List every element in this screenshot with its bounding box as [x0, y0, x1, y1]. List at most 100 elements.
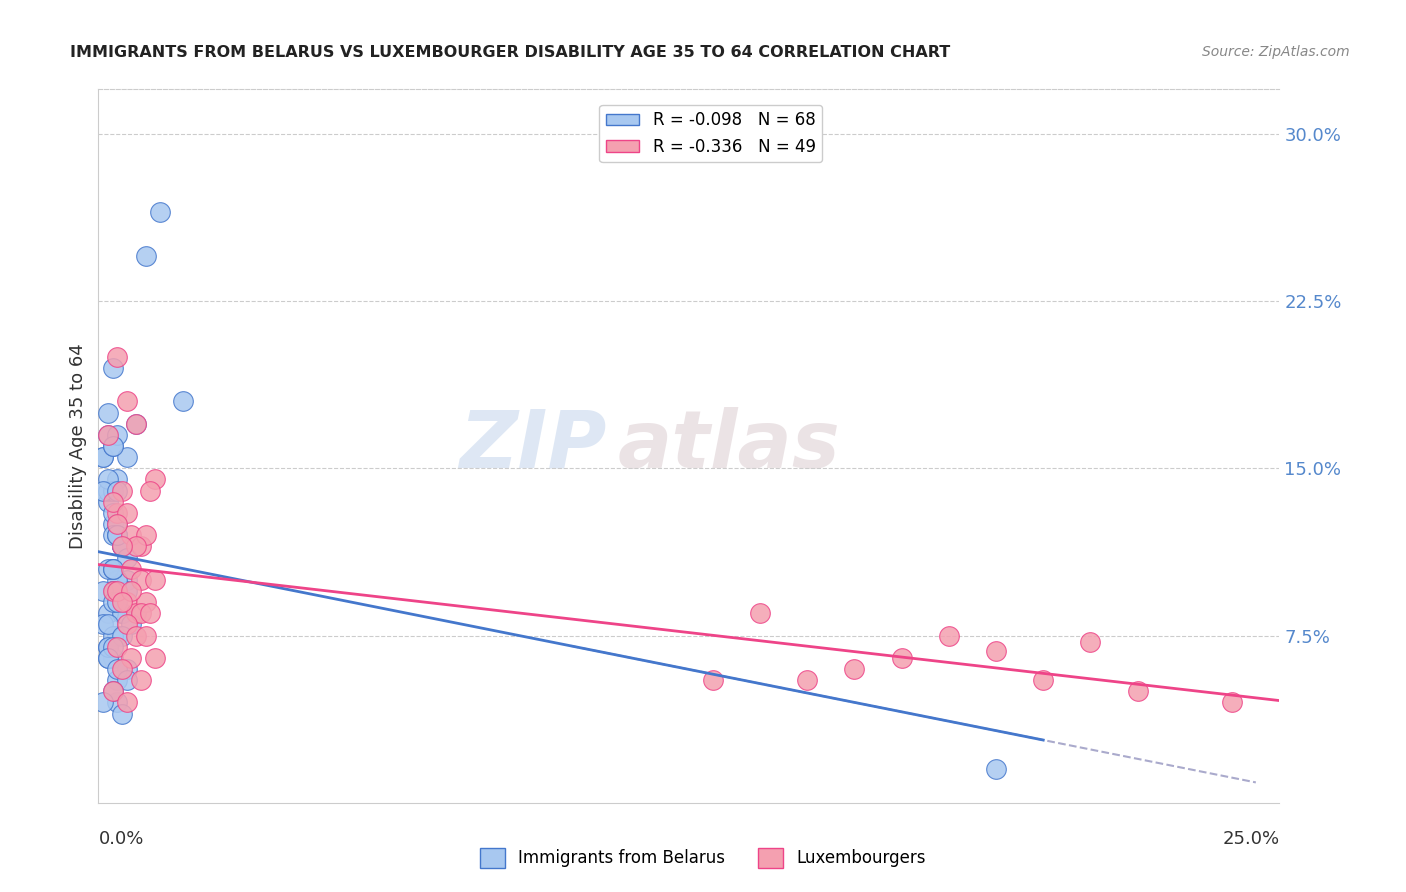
- Point: [101, 628, 124, 642]
- Point: [101, 583, 124, 598]
- Point: [97, 427, 120, 442]
- Point: [111, 595, 134, 609]
- Point: [984, 644, 1007, 658]
- Point: [101, 583, 124, 598]
- Point: [101, 439, 124, 453]
- Point: [111, 706, 134, 721]
- Point: [111, 662, 134, 676]
- Point: [121, 583, 143, 598]
- Text: Source: ZipAtlas.com: Source: ZipAtlas.com: [1202, 45, 1350, 59]
- Point: [105, 517, 128, 532]
- Point: [97, 483, 120, 498]
- Point: [91, 450, 114, 465]
- Point: [125, 417, 148, 431]
- Point: [115, 673, 138, 687]
- Point: [97, 617, 120, 632]
- Point: [143, 473, 166, 487]
- Point: [111, 539, 134, 553]
- Point: [115, 550, 138, 565]
- Text: atlas: atlas: [619, 407, 841, 485]
- Point: [135, 628, 157, 642]
- Point: [101, 360, 124, 375]
- Point: [115, 573, 138, 587]
- Point: [105, 583, 128, 598]
- Point: [101, 562, 124, 576]
- Point: [121, 562, 143, 576]
- Point: [1220, 696, 1243, 710]
- Point: [125, 417, 148, 431]
- Text: ZIP: ZIP: [458, 407, 606, 485]
- Point: [105, 595, 128, 609]
- Point: [135, 595, 157, 609]
- Point: [101, 506, 124, 520]
- Point: [111, 607, 134, 621]
- Point: [105, 350, 128, 364]
- Point: [101, 583, 124, 598]
- Text: IMMIGRANTS FROM BELARUS VS LUXEMBOURGER DISABILITY AGE 35 TO 64 CORRELATION CHAR: IMMIGRANTS FROM BELARUS VS LUXEMBOURGER …: [70, 45, 950, 60]
- Text: 25.0%: 25.0%: [1222, 830, 1279, 847]
- Point: [105, 528, 128, 542]
- Point: [844, 662, 866, 676]
- Point: [796, 673, 818, 687]
- Point: [105, 528, 128, 542]
- Point: [111, 607, 134, 621]
- Point: [105, 573, 128, 587]
- Point: [121, 651, 143, 665]
- Point: [111, 483, 134, 498]
- Point: [105, 506, 128, 520]
- Legend: R = -0.098   N = 68, R = -0.336   N = 49: R = -0.098 N = 68, R = -0.336 N = 49: [599, 104, 823, 162]
- Point: [111, 539, 134, 553]
- Point: [115, 595, 138, 609]
- Point: [97, 651, 120, 665]
- Point: [105, 473, 128, 487]
- Point: [91, 617, 114, 632]
- Point: [97, 640, 120, 654]
- Point: [97, 651, 120, 665]
- Point: [111, 628, 134, 642]
- Point: [111, 539, 134, 553]
- Point: [115, 450, 138, 465]
- Point: [101, 494, 124, 508]
- Point: [105, 640, 128, 654]
- Point: [139, 483, 162, 498]
- Point: [115, 583, 138, 598]
- Point: [105, 427, 128, 442]
- Point: [105, 483, 128, 498]
- Point: [91, 696, 114, 710]
- Point: [105, 673, 128, 687]
- Point: [129, 607, 152, 621]
- Point: [115, 506, 138, 520]
- Point: [129, 673, 152, 687]
- Point: [149, 204, 172, 219]
- Point: [125, 539, 148, 553]
- Point: [97, 405, 120, 420]
- Point: [101, 651, 124, 665]
- Point: [143, 573, 166, 587]
- Point: [115, 394, 138, 409]
- Point: [101, 483, 124, 498]
- Point: [97, 607, 120, 621]
- Point: [97, 562, 120, 576]
- Point: [984, 762, 1007, 776]
- Point: [101, 517, 124, 532]
- Point: [101, 439, 124, 453]
- Point: [101, 684, 124, 698]
- Point: [101, 595, 124, 609]
- Point: [129, 573, 152, 587]
- Y-axis label: Disability Age 35 to 64: Disability Age 35 to 64: [69, 343, 87, 549]
- Point: [97, 427, 120, 442]
- Point: [135, 528, 157, 542]
- Point: [748, 607, 770, 621]
- Point: [938, 628, 960, 642]
- Point: [101, 528, 124, 542]
- Point: [115, 662, 138, 676]
- Point: [101, 562, 124, 576]
- Point: [125, 607, 148, 621]
- Point: [143, 651, 166, 665]
- Point: [139, 607, 162, 621]
- Point: [105, 595, 128, 609]
- Point: [101, 562, 124, 576]
- Point: [91, 483, 114, 498]
- Point: [115, 617, 138, 632]
- Point: [1032, 673, 1054, 687]
